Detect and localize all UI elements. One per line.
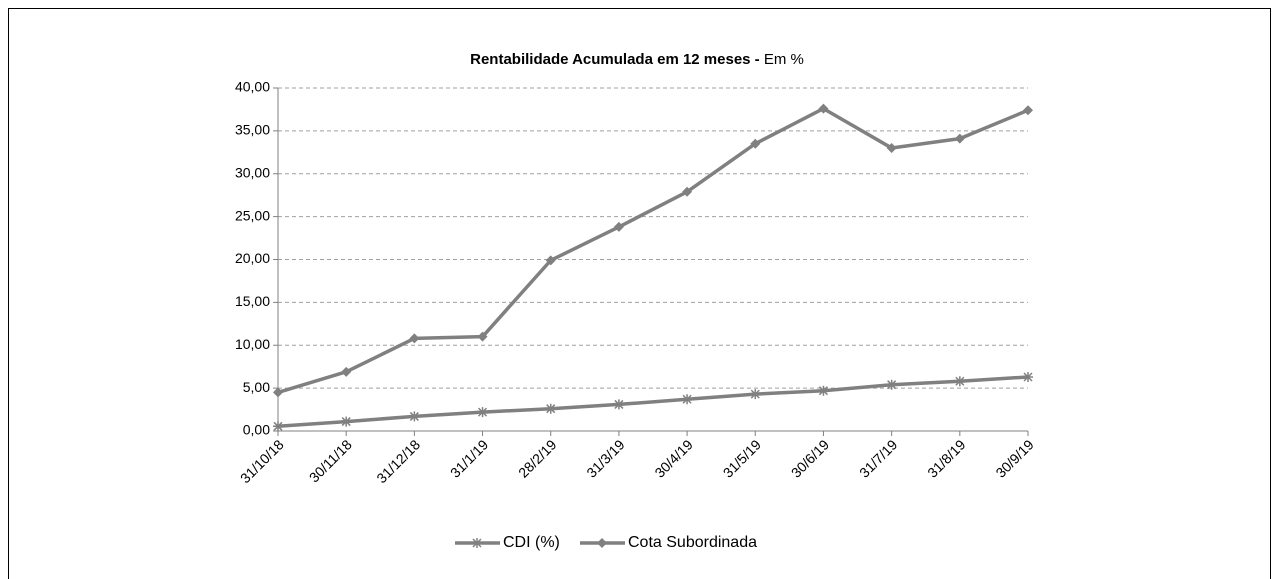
point	[1023, 105, 1033, 116]
y-tick-label: 40,00	[235, 79, 270, 95]
point	[273, 387, 283, 398]
series-line	[277, 375, 1029, 429]
y-tick-label: 10,00	[235, 336, 270, 352]
point	[750, 138, 761, 149]
point	[613, 221, 624, 232]
point	[477, 331, 488, 342]
point	[682, 394, 693, 405]
y-tick-label: 35,00	[235, 122, 270, 138]
y-tick-label: 5,00	[243, 379, 270, 395]
legend-label: Cota Subordinada	[628, 534, 757, 551]
point	[477, 407, 488, 418]
chart-border	[8, 8, 1271, 579]
point	[409, 333, 420, 344]
chart-title-group: Rentabilidade Acumulada em 12 meses - Em…	[470, 51, 804, 68]
point	[818, 103, 829, 114]
series-line	[277, 106, 1029, 395]
y-tick-label: 30,00	[235, 164, 270, 180]
point	[545, 403, 556, 414]
point	[886, 379, 897, 390]
point	[682, 186, 693, 197]
point	[954, 133, 965, 144]
point	[750, 389, 761, 400]
point	[472, 538, 482, 548]
point	[818, 385, 829, 396]
point	[954, 376, 965, 387]
y-tick-label: 25,00	[235, 207, 270, 223]
point	[545, 255, 556, 266]
point	[1023, 371, 1033, 382]
y-tick-label: 15,00	[235, 293, 270, 309]
point	[613, 399, 624, 410]
point	[341, 416, 352, 427]
point	[409, 411, 420, 422]
point	[341, 366, 352, 377]
legend-label: CDI (%)	[503, 534, 560, 551]
point	[597, 538, 607, 548]
point	[273, 421, 283, 432]
y-tick-label: 0,00	[243, 422, 270, 438]
chart-subtitle: Em %	[764, 51, 804, 68]
point	[886, 143, 897, 154]
y-tick-label: 20,00	[235, 250, 270, 266]
chart-title: Rentabilidade Acumulada em 12 meses -	[470, 51, 760, 68]
